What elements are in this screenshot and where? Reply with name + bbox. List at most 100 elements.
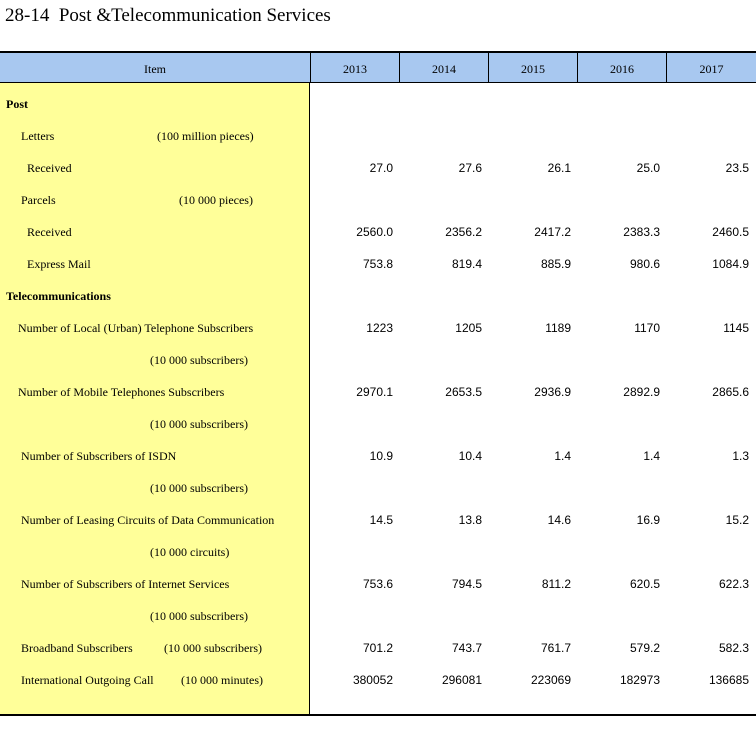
- cell-value: 761.7: [540, 641, 571, 655]
- cell-value: 136685: [708, 673, 749, 687]
- row-unit: (10 000 subscribers): [150, 481, 248, 495]
- cell-value: [580, 344, 660, 376]
- cell-value: 701.2: [362, 641, 393, 655]
- table-row: Post: [0, 88, 756, 120]
- table-row: Telecommunications: [0, 280, 756, 312]
- cell-value: 2865.6: [712, 385, 749, 399]
- cell-value: [402, 344, 482, 376]
- cell-value: [313, 280, 393, 312]
- cell-value: 579.2: [629, 641, 660, 655]
- cell-value: [669, 184, 749, 216]
- row-label: International Outgoing Call: [21, 673, 154, 687]
- row-label: Number of Subscribers of Internet Servic…: [21, 577, 230, 591]
- row-label: Letters: [21, 129, 55, 143]
- cell-value: [491, 120, 571, 152]
- table-row: Number of Leasing Circuits of Data Commu…: [0, 504, 756, 536]
- table-row: (10 000 subscribers): [0, 600, 756, 632]
- row-label: Broadband Subscribers: [21, 641, 133, 655]
- cell-value: [313, 184, 393, 216]
- cell-value: 2560.0: [356, 225, 393, 239]
- cell-value: [313, 120, 393, 152]
- cell-value: [402, 536, 482, 568]
- cell-value: [313, 344, 393, 376]
- cell-value: 2460.5: [712, 225, 749, 239]
- table-row: Number of Mobile Telephones Subscribers 2…: [0, 376, 756, 408]
- header-divider: [310, 53, 311, 83]
- header-year-2015: 2015: [521, 62, 545, 76]
- cell-value: 2653.5: [445, 385, 482, 399]
- cell-value: [491, 344, 571, 376]
- table-row: Number of Subscribers of Internet Servic…: [0, 568, 756, 600]
- cell-value: 620.5: [629, 577, 660, 591]
- cell-value: [402, 88, 482, 120]
- table-row: (10 000 subscribers): [0, 472, 756, 504]
- row-label: Telecommunications: [6, 289, 111, 303]
- cell-value: [313, 408, 393, 440]
- cell-value: [580, 600, 660, 632]
- table-row: Letters (100 million pieces): [0, 120, 756, 152]
- table-row: Parcels (10 000 pieces): [0, 184, 756, 216]
- cell-value: 2892.9: [623, 385, 660, 399]
- table-row: (10 000 circuits): [0, 536, 756, 568]
- cell-value: [402, 280, 482, 312]
- cell-value: 753.8: [362, 257, 393, 271]
- header-year-2013: 2013: [343, 62, 367, 76]
- cell-value: 1170: [634, 321, 660, 335]
- table-row: (10 000 subscribers): [0, 344, 756, 376]
- cell-value: 13.8: [458, 513, 482, 527]
- cell-value: [313, 88, 393, 120]
- row-label: Number of Subscribers of ISDN: [21, 449, 177, 463]
- row-label: Parcels: [21, 193, 56, 207]
- cell-value: [491, 88, 571, 120]
- row-label: Received: [27, 161, 72, 175]
- row-unit: (10 000 subscribers): [150, 353, 248, 367]
- cell-value: 296081: [441, 673, 482, 687]
- row-unit: (10 000 subscribers): [150, 609, 248, 623]
- table-row: Number of Local (Urban) Telephone Subscr…: [0, 312, 756, 344]
- cell-value: [580, 88, 660, 120]
- table-bottom-rule: [0, 714, 756, 716]
- row-label: Number of Local (Urban) Telephone Subscr…: [18, 321, 254, 335]
- cell-value: [669, 280, 749, 312]
- cell-value: 10.4: [458, 449, 482, 463]
- cell-value: 380052: [352, 673, 393, 687]
- table-row: Received 27.0 27.6 26.1 25.0 23.5: [0, 152, 756, 184]
- cell-value: [491, 280, 571, 312]
- cell-value: 2356.2: [445, 225, 482, 239]
- cell-value: 23.5: [725, 161, 749, 175]
- cell-value: 2417.2: [534, 225, 571, 239]
- cell-value: 819.4: [451, 257, 482, 271]
- cell-value: [669, 536, 749, 568]
- table-row: Number of Subscribers of ISDN 10.9 10.4 1.4…: [0, 440, 756, 472]
- cell-value: 1.4: [643, 449, 660, 463]
- cell-value: [669, 408, 749, 440]
- cell-value: [313, 536, 393, 568]
- cell-value: [669, 600, 749, 632]
- cell-value: [491, 184, 571, 216]
- cell-value: [313, 472, 393, 504]
- table-row: Received 2560.0 2356.2 2417.2 2383.3 2460.5: [0, 216, 756, 248]
- cell-value: 1084.9: [712, 257, 749, 271]
- cell-value: [402, 472, 482, 504]
- cell-value: [669, 88, 749, 120]
- cell-value: [402, 120, 482, 152]
- statistics-table: Item 2013 2014 2015 2016 2017 Post Letter…: [0, 51, 756, 716]
- cell-value: [491, 600, 571, 632]
- row-label: Post: [6, 97, 28, 111]
- cell-value: 2970.1: [356, 385, 393, 399]
- cell-value: 811.2: [541, 577, 571, 591]
- header-divider: [488, 53, 489, 83]
- cell-value: 582.3: [718, 641, 749, 655]
- row-unit: (10 000 subscribers): [164, 641, 262, 655]
- row-label: Number of Mobile Telephones Subscribers: [18, 385, 225, 399]
- cell-value: [491, 408, 571, 440]
- header-divider: [399, 53, 400, 83]
- cell-value: 1.3: [732, 449, 749, 463]
- cell-value: [580, 184, 660, 216]
- cell-value: 10.9: [369, 449, 393, 463]
- cell-value: [580, 472, 660, 504]
- cell-value: [491, 536, 571, 568]
- cell-value: 16.9: [636, 513, 660, 527]
- header-year-2017: 2017: [699, 62, 724, 76]
- header-year-2014: 2014: [432, 62, 456, 76]
